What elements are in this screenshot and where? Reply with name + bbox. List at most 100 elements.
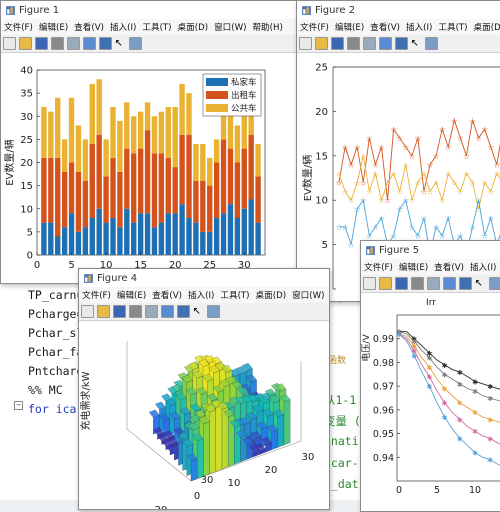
menu-item-4[interactable]: 工具(T) — [435, 21, 470, 33]
print-icon[interactable] — [411, 277, 424, 290]
menu-item-3[interactable]: 插入(I) — [467, 261, 499, 273]
marker: ✱ — [472, 450, 478, 458]
bar-segment — [186, 135, 191, 218]
data-cursor-icon[interactable] — [177, 305, 190, 318]
bar-segment — [76, 126, 81, 172]
save-icon[interactable] — [35, 37, 48, 50]
menu-item-4[interactable]: 工具(T) — [139, 21, 174, 33]
pointer-icon[interactable]: ↖ — [115, 38, 126, 49]
menu-item-1[interactable]: 编辑(E) — [114, 289, 149, 301]
bar-segment — [172, 167, 177, 213]
open-folder-icon[interactable] — [97, 305, 110, 318]
marker: ✱ — [472, 378, 478, 386]
data-cursor-icon[interactable] — [99, 37, 112, 50]
save-icon[interactable] — [395, 277, 408, 290]
panel-icon[interactable] — [207, 305, 220, 318]
menu-item-0[interactable]: 文件(F) — [297, 21, 332, 33]
menu-item-0[interactable]: 文件(F) — [1, 21, 36, 33]
bar-segment — [69, 98, 74, 163]
menu-item-5[interactable]: 桌面(D) — [175, 21, 212, 33]
open-folder-icon[interactable] — [379, 277, 392, 290]
menu-item-3[interactable]: 插入(I) — [403, 21, 435, 33]
pointer-icon[interactable]: ↖ — [475, 278, 486, 289]
menu-item-2[interactable]: 查看(V) — [367, 21, 403, 33]
menu-item-2[interactable]: 查看(V) — [71, 21, 107, 33]
new-file-icon[interactable] — [3, 37, 16, 50]
bar-segment — [76, 172, 81, 232]
star-marker: ☆ — [408, 223, 415, 232]
panel-icon[interactable] — [129, 37, 142, 50]
bar-segment — [96, 79, 101, 135]
data-cursor-icon[interactable] — [395, 37, 408, 50]
menu-item-1[interactable]: 编辑(E) — [36, 21, 71, 33]
menu-item-5[interactable]: 桌面(D) — [253, 289, 290, 301]
print-icon[interactable] — [129, 305, 142, 318]
star-marker: ☆ — [420, 214, 427, 223]
y-tick-label: 20 — [315, 107, 328, 118]
menu-item-1[interactable]: 编辑(E) — [332, 21, 367, 33]
pointer-icon[interactable]: ↖ — [411, 38, 422, 49]
editor-tab[interactable]: 函数 — [328, 353, 346, 366]
open-folder-icon[interactable] — [315, 37, 328, 50]
star-marker: ☆ — [469, 223, 476, 232]
figure5-titlebar[interactable]: Figure 5 — [361, 241, 500, 259]
save-icon[interactable] — [113, 305, 126, 318]
zoom-icon[interactable] — [443, 277, 456, 290]
menu-item-0[interactable]: 文件(F) — [79, 289, 114, 301]
bar3d-face — [203, 422, 209, 477]
print-icon[interactable] — [347, 37, 360, 50]
link-icon[interactable] — [67, 37, 80, 50]
new-file-icon[interactable] — [363, 277, 376, 290]
bar-segment — [145, 102, 150, 130]
figure2-titlebar[interactable]: Figure 2 — [297, 1, 500, 19]
panel-icon[interactable] — [489, 277, 500, 290]
matlab-figure-icon — [83, 273, 94, 284]
menu-item-5[interactable]: 桌面(D) — [471, 21, 500, 33]
menu-item-3[interactable]: 插入(I) — [107, 21, 139, 33]
link-icon[interactable] — [145, 305, 158, 318]
marker: ✱ — [472, 428, 478, 436]
y-tick-label: 15 — [20, 181, 33, 192]
menu-item-1[interactable]: 编辑(E) — [396, 261, 431, 273]
figure1-titlebar[interactable]: Figure 1 — [1, 1, 299, 19]
link-icon[interactable] — [363, 37, 376, 50]
figure4-titlebar[interactable]: Figure 4 — [79, 269, 329, 287]
bar-segment — [193, 223, 198, 255]
save-icon[interactable] — [331, 37, 344, 50]
star-marker: ☆ — [487, 214, 494, 223]
bar-segment — [159, 153, 164, 222]
pointer-icon[interactable]: ↖ — [193, 306, 204, 317]
figure5-window[interactable]: Figure 5 文件(F)编辑(E)查看(V)插入(I)工具(T)桌面(D)窗… — [360, 240, 500, 512]
y-tick-label: 40 — [20, 66, 33, 77]
print-icon[interactable] — [51, 37, 64, 50]
panel-icon[interactable] — [425, 37, 438, 50]
figure1-window[interactable]: Figure 1 文件(F)编辑(E)查看(V)插入(I)工具(T)桌面(D)窗… — [0, 0, 300, 284]
new-file-icon[interactable] — [299, 37, 312, 50]
menu-item-3[interactable]: 插入(I) — [185, 289, 217, 301]
menu-item-6[interactable]: 窗口(W) — [289, 289, 327, 301]
figure4-window[interactable]: Figure 4 文件(F)编辑(E)查看(V)插入(I)工具(T)桌面(D)窗… — [78, 268, 330, 510]
bar-segment — [138, 213, 143, 255]
new-file-icon[interactable] — [81, 305, 94, 318]
line-fold-icon[interactable]: − — [14, 401, 23, 410]
zoom-icon[interactable] — [161, 305, 174, 318]
y-tick-label: 20 — [155, 505, 168, 509]
star-marker: ☆ — [402, 143, 409, 152]
menu-item-4[interactable]: 工具(T) — [217, 289, 252, 301]
bar-segment — [131, 223, 136, 255]
y-tick-label: 35 — [20, 89, 33, 100]
menu-item-0[interactable]: 文件(F) — [361, 261, 396, 273]
zoom-icon[interactable] — [83, 37, 96, 50]
menu-item-7[interactable]: 帮助(H) — [327, 289, 330, 301]
menu-item-2[interactable]: 查看(V) — [149, 289, 185, 301]
star-marker: ☆ — [445, 214, 452, 223]
menu-item-7[interactable]: 帮助(H) — [249, 21, 285, 33]
link-icon[interactable] — [427, 277, 440, 290]
zoom-icon[interactable] — [379, 37, 392, 50]
data-cursor-icon[interactable] — [459, 277, 472, 290]
open-folder-icon[interactable] — [19, 37, 32, 50]
star-marker: ☆ — [348, 161, 355, 170]
menu-item-6[interactable]: 窗口(W) — [211, 21, 249, 33]
y-tick-label: 0.99 — [373, 334, 394, 345]
menu-item-2[interactable]: 查看(V) — [431, 261, 467, 273]
